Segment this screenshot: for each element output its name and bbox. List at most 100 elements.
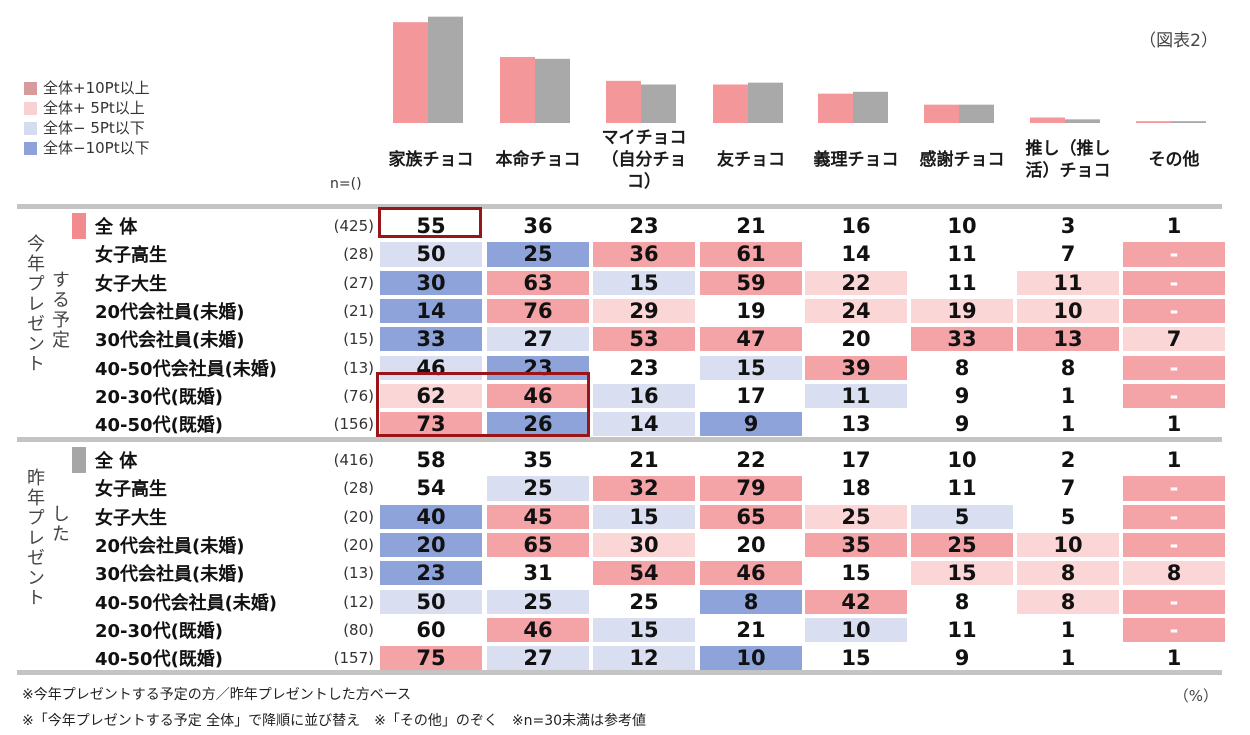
- row-label: 30代会社員(未婚): [95, 564, 245, 586]
- table-cell: 19: [736, 299, 766, 324]
- legend-label: 全体− 5Pt以下: [43, 119, 145, 137]
- row-n: (416): [333, 451, 374, 470]
- row-n: (425): [333, 217, 374, 236]
- table-cell: 25: [487, 476, 589, 501]
- legend-swatch: [24, 141, 37, 155]
- table-cell: -: [1123, 617, 1225, 643]
- table-cell: 14: [593, 412, 695, 437]
- legend-swatch: [24, 121, 37, 135]
- table-cell: 10: [947, 448, 977, 473]
- table-cell: 1: [1166, 412, 1182, 437]
- table-cell: 5: [911, 504, 1013, 529]
- table-cell: 47: [700, 327, 802, 352]
- table-cell: 42: [805, 589, 907, 614]
- table-cell: 21: [736, 214, 766, 239]
- table-cell: 45: [487, 504, 589, 529]
- row-label: 20-30代(既婚): [95, 386, 224, 408]
- unit-label: （%）: [1173, 687, 1218, 705]
- legend-swatch: [24, 81, 37, 95]
- table-cell: 14: [380, 298, 482, 324]
- table-cell: 8: [954, 589, 970, 614]
- table-cell: 20: [380, 532, 482, 558]
- row-n: (27): [343, 273, 374, 292]
- table-cell: -: [1123, 476, 1225, 501]
- row-label: 20代会社員(未婚): [95, 536, 245, 558]
- section-sublabel: する予定: [49, 270, 70, 350]
- table-cell: 8: [1017, 561, 1119, 586]
- table-cell: 22: [736, 448, 766, 473]
- note: ※「今年プレゼントする予定 全体」で降順に並び替え ※「その他」のぞく ※n=3…: [22, 713, 647, 729]
- row-n: (80): [343, 620, 374, 639]
- section-marker: [72, 447, 86, 473]
- table-cell: 5: [1060, 504, 1076, 529]
- row-n: (12): [343, 592, 374, 611]
- section-label: 昨年プレゼント: [24, 468, 45, 608]
- bar: [1065, 119, 1100, 123]
- table-cell: 62: [380, 383, 482, 409]
- column-header: 義理チョコ: [803, 118, 909, 202]
- table-cell: 55: [416, 214, 446, 239]
- row-n: (13): [343, 564, 374, 583]
- table-cell: 10: [1017, 532, 1119, 558]
- table-cell: 39: [805, 355, 907, 380]
- table-cell: 23: [629, 355, 659, 380]
- table-cell: 25: [805, 504, 907, 529]
- table-cell: 9: [954, 383, 970, 408]
- table-cell: 21: [629, 448, 659, 473]
- table-cell: 61: [700, 242, 802, 267]
- section-marker: [72, 213, 86, 239]
- table-cell: 7: [1123, 327, 1225, 352]
- bar: [1136, 121, 1171, 123]
- table-cell: 1: [1060, 646, 1076, 671]
- n-header: n=(): [330, 176, 362, 192]
- table-cell: 1: [1060, 617, 1076, 642]
- legend-item: 全体− 5Pt以下: [24, 118, 150, 138]
- table-cell: 1: [1166, 448, 1182, 473]
- table-cell: 23: [487, 355, 589, 380]
- table-cell: 46: [487, 617, 589, 643]
- figure-label: （図表2）: [1139, 31, 1218, 51]
- table-cell: 50: [380, 242, 482, 267]
- note: ※今年プレゼントする予定の方／昨年プレゼントした方ベース: [22, 687, 412, 703]
- table-cell: -: [1123, 383, 1225, 409]
- separator: [17, 204, 1222, 209]
- bar-chart: [393, 16, 1206, 124]
- table-cell: -: [1123, 504, 1225, 529]
- section-label: 今年プレゼント: [24, 234, 45, 374]
- table-cell: 65: [700, 504, 802, 529]
- legend-swatch: [24, 101, 37, 115]
- table-cell: 60: [416, 617, 446, 642]
- legend-item: 全体−10Pt以下: [24, 138, 150, 158]
- column-header: マイチョコ （自分チョ コ）: [591, 118, 697, 202]
- table-cell: -: [1123, 298, 1225, 324]
- column-header-label: マイチョコ （自分チョ コ）: [601, 128, 687, 192]
- row-n: (20): [343, 536, 374, 555]
- table-cell: 30: [593, 532, 695, 558]
- table-cell: 11: [947, 617, 977, 642]
- table-cell: 27: [487, 327, 589, 352]
- column-header-label: 友チョコ: [717, 150, 785, 170]
- bar: [1171, 121, 1206, 123]
- row-label: 女子大生: [95, 273, 167, 295]
- column-header-label: 本命チョコ: [495, 150, 581, 170]
- table-cell: 17: [736, 383, 766, 408]
- table-cell: 22: [805, 270, 907, 295]
- table-cell: 35: [523, 448, 553, 473]
- table-cell: 1: [1060, 412, 1076, 437]
- table-cell: 15: [593, 504, 695, 529]
- table-cell: 18: [841, 476, 871, 501]
- bar: [1030, 117, 1065, 123]
- table-cell: 2: [1060, 448, 1076, 473]
- table-cell: 15: [841, 561, 871, 586]
- table-cell: -: [1123, 355, 1225, 380]
- table-cell: 75: [380, 646, 482, 671]
- table-cell: 10: [700, 646, 802, 671]
- row-n: (157): [333, 649, 374, 668]
- table-cell: 11: [947, 270, 977, 295]
- bar: [428, 16, 463, 124]
- bar: [535, 58, 570, 124]
- table-cell: 23: [629, 214, 659, 239]
- row-label: 40-50代会社員(未婚): [95, 592, 278, 614]
- row-label: 30代会社員(未婚): [95, 330, 245, 352]
- column-header-label: 推し（推し 活）チョコ: [1025, 139, 1111, 181]
